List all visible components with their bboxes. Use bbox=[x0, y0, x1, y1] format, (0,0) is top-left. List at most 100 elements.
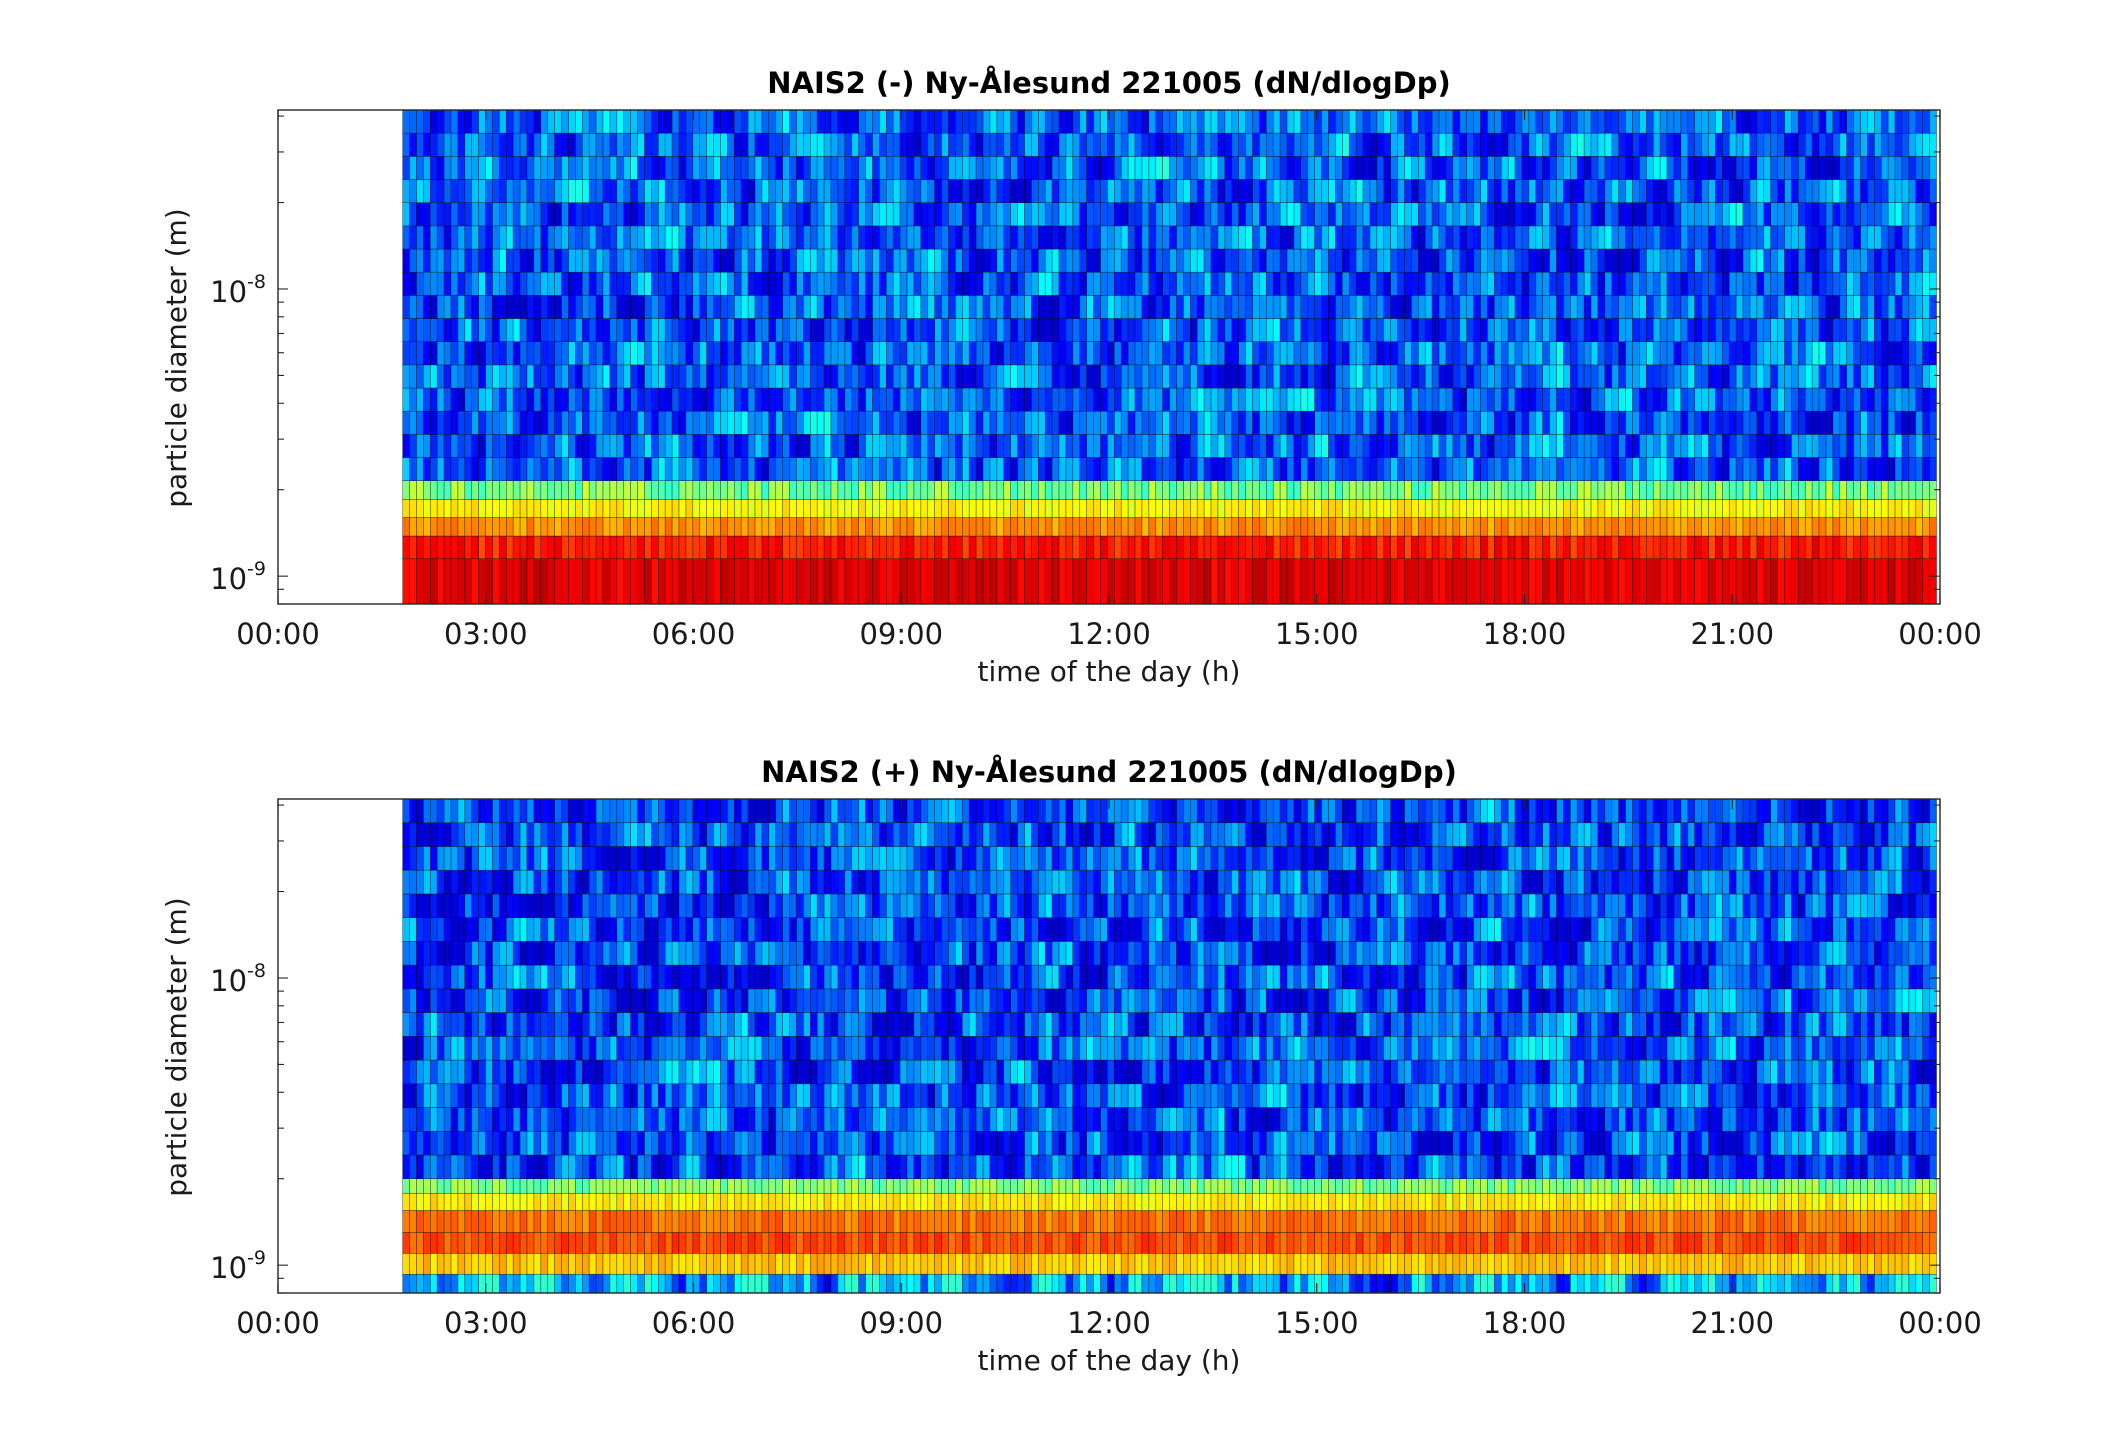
heatmap-cell bbox=[913, 248, 922, 273]
heatmap-cell bbox=[595, 248, 604, 273]
heatmap-cell bbox=[499, 341, 507, 366]
heatmap-cell bbox=[844, 318, 853, 342]
heatmap-cell bbox=[443, 410, 452, 435]
heatmap-cell bbox=[1190, 109, 1198, 134]
heatmap-cell bbox=[1507, 109, 1516, 134]
heatmap-cell bbox=[1196, 225, 1205, 250]
heatmap-cell bbox=[575, 387, 583, 412]
heatmap-cell bbox=[1500, 132, 1509, 157]
heatmap-cell bbox=[1376, 499, 1385, 518]
heatmap-cell bbox=[1514, 434, 1523, 458]
heatmap-cell bbox=[1832, 410, 1841, 435]
heatmap-cell bbox=[761, 1273, 770, 1294]
heatmap-cell bbox=[505, 341, 514, 366]
heatmap-cell bbox=[1722, 225, 1730, 250]
heatmap-cell bbox=[651, 535, 659, 560]
heatmap-cell bbox=[1611, 517, 1620, 537]
heatmap-cell bbox=[1203, 132, 1212, 157]
heatmap-cell bbox=[1735, 109, 1744, 134]
heatmap-cell bbox=[1639, 109, 1647, 134]
heatmap-cell bbox=[1051, 410, 1060, 435]
heatmap-cell bbox=[1107, 499, 1115, 518]
heatmap-cell bbox=[1424, 480, 1433, 500]
heatmap-cell bbox=[1901, 410, 1910, 435]
heatmap-cell bbox=[1846, 318, 1854, 342]
heatmap-cell bbox=[1521, 434, 1530, 458]
heatmap-cell bbox=[429, 295, 438, 319]
heatmap-cell bbox=[609, 480, 618, 500]
heatmap-cell bbox=[644, 318, 652, 342]
heatmap-cell bbox=[1701, 179, 1709, 203]
heatmap-cell bbox=[754, 271, 763, 296]
heatmap-cell bbox=[1079, 271, 1087, 296]
heatmap-cell bbox=[1535, 558, 1544, 605]
heatmap-cell bbox=[581, 202, 590, 227]
heatmap-cell bbox=[1231, 132, 1239, 157]
heatmap-cell bbox=[457, 387, 466, 412]
heatmap-cell bbox=[747, 248, 756, 273]
heatmap-cell bbox=[1784, 387, 1792, 412]
heatmap-cell bbox=[1141, 1273, 1150, 1294]
heatmap-cell bbox=[1728, 156, 1737, 180]
heatmap-cell bbox=[892, 109, 901, 134]
heatmap-cell bbox=[1818, 179, 1827, 203]
heatmap-cell bbox=[796, 1273, 804, 1294]
heatmap-cell bbox=[1369, 457, 1378, 481]
heatmap-cell bbox=[685, 1273, 694, 1294]
heatmap-cell bbox=[713, 410, 721, 435]
heatmap-cell bbox=[1570, 387, 1578, 412]
heatmap-cell bbox=[1632, 225, 1640, 250]
heatmap-cell bbox=[547, 434, 555, 458]
heatmap-cell bbox=[1556, 248, 1564, 273]
heatmap-cell bbox=[1259, 248, 1267, 273]
heatmap-cell bbox=[568, 318, 576, 342]
heatmap-cell bbox=[934, 179, 942, 203]
heatmap-cell bbox=[768, 1273, 777, 1294]
heatmap-cell bbox=[858, 364, 866, 389]
heatmap-cell bbox=[436, 318, 445, 342]
heatmap-cell bbox=[1915, 132, 1924, 157]
heatmap-cell bbox=[1266, 156, 1274, 180]
heatmap-cell bbox=[1024, 1273, 1032, 1294]
heatmap-cell bbox=[616, 109, 625, 134]
heatmap-cell bbox=[657, 387, 666, 412]
heatmap-cell bbox=[581, 434, 590, 458]
heatmap-cell bbox=[858, 318, 866, 342]
heatmap-cell bbox=[1887, 480, 1896, 500]
heatmap-cell bbox=[1639, 364, 1647, 389]
heatmap-cell bbox=[1756, 480, 1765, 500]
heatmap-cell bbox=[1894, 457, 1903, 481]
heatmap-cell bbox=[1570, 156, 1578, 180]
heatmap-cell bbox=[657, 271, 666, 296]
heatmap-cell bbox=[547, 364, 555, 389]
heatmap-cell bbox=[1452, 535, 1461, 560]
heatmap-cell bbox=[623, 156, 631, 180]
heatmap-cell bbox=[899, 225, 908, 250]
heatmap-cell bbox=[1763, 410, 1772, 435]
heatmap-cell bbox=[768, 499, 777, 518]
heatmap-cell bbox=[1355, 271, 1364, 296]
heatmap-cell bbox=[644, 109, 652, 134]
heatmap-cell bbox=[1597, 499, 1606, 518]
heatmap-cell bbox=[955, 517, 963, 537]
heatmap-cell bbox=[512, 517, 521, 537]
heatmap-cell bbox=[747, 558, 756, 605]
heatmap-cell bbox=[1348, 499, 1357, 518]
heatmap-cell bbox=[1141, 225, 1150, 250]
heatmap-cell bbox=[1369, 156, 1378, 180]
heatmap-cell bbox=[982, 387, 991, 412]
heatmap-cell bbox=[1791, 248, 1799, 273]
heatmap-cell bbox=[1176, 457, 1184, 481]
heatmap-cell bbox=[1798, 156, 1806, 180]
heatmap-cell bbox=[1314, 480, 1322, 500]
heatmap-cell bbox=[1031, 499, 1039, 518]
heatmap-cell bbox=[1770, 271, 1778, 296]
heatmap-cell bbox=[1148, 364, 1157, 389]
heatmap-cell bbox=[1072, 179, 1081, 203]
heatmap-cell bbox=[796, 225, 804, 250]
heatmap-cell bbox=[1680, 202, 1689, 227]
heatmap-cell bbox=[1203, 109, 1212, 134]
heatmap-cell bbox=[989, 225, 998, 250]
heatmap-cell bbox=[1777, 434, 1785, 458]
heatmap-cell bbox=[402, 457, 410, 481]
